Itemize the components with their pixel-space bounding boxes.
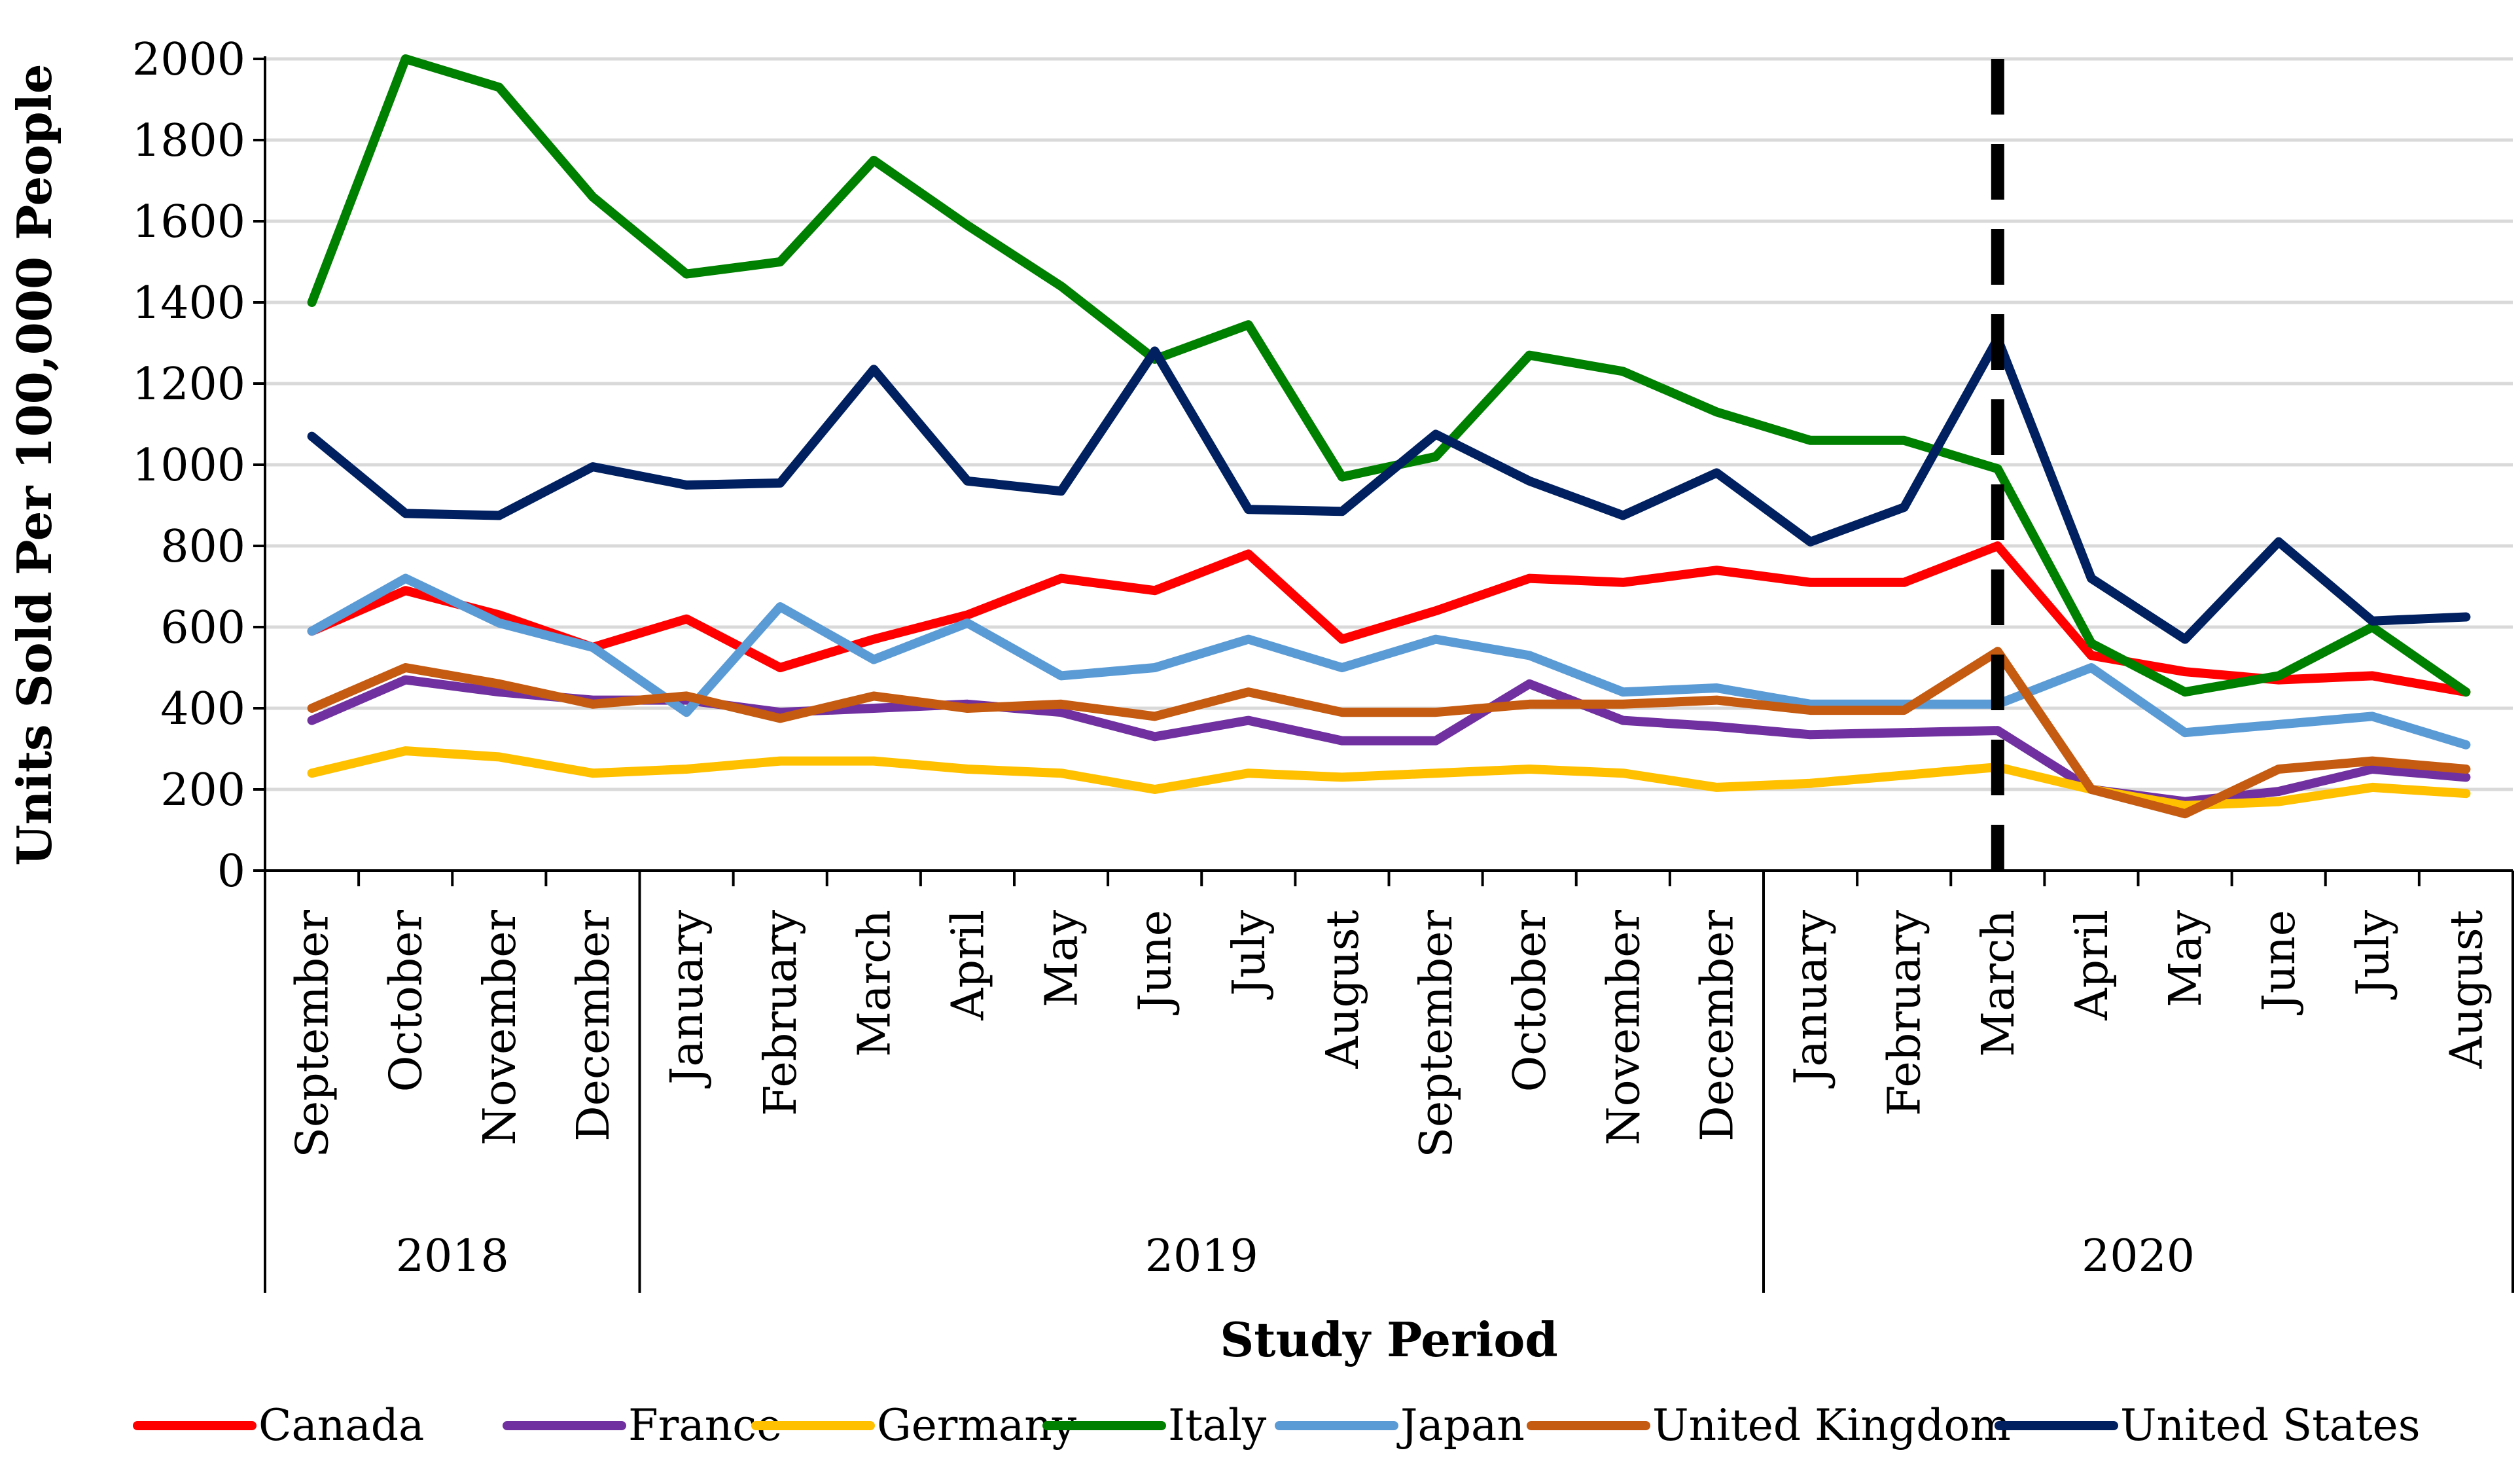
legend-label: United Kingdom [1652, 1400, 2011, 1451]
y-tick-label: 1800 [132, 115, 245, 167]
y-tick-label: 1400 [132, 278, 245, 329]
x-category-label: March [849, 910, 900, 1057]
y-tick-label: 1600 [132, 196, 245, 248]
legend-label: Japan [1396, 1400, 1525, 1451]
y-tick-label: 2000 [132, 34, 245, 86]
y-tick-label: 200 [160, 765, 245, 816]
series-line-italy [307, 54, 2471, 697]
y-axis-title: Units Sold Per 100,000 People [7, 63, 62, 865]
x-category-label: June [2254, 910, 2305, 1015]
year-group-label: 2020 [2082, 1231, 2195, 1282]
x-category-label: July [2347, 909, 2399, 1000]
x-category-label: August [2441, 910, 2493, 1069]
y-tick-label: 1000 [132, 440, 245, 492]
series-line-united-kingdom [307, 647, 2471, 819]
x-category-label: March [1973, 910, 2025, 1057]
y-tick-label: 800 [160, 521, 245, 573]
x-category-label: August [1317, 910, 1369, 1069]
x-axis-title: Study Period [1220, 1312, 1558, 1367]
x-category-label: January [1786, 909, 1837, 1088]
series-line-canada [307, 541, 2471, 697]
year-group-label: 2018 [396, 1231, 509, 1282]
y-axis: 0 200 400 600 800 1000 1200 1400 1600 1800 2000 [132, 34, 266, 897]
x-category-label: September [1411, 910, 1463, 1158]
year-group-label: 2019 [1145, 1231, 1258, 1282]
y-tick-label: 1200 [132, 359, 245, 410]
x-category-label: October [1504, 910, 1556, 1092]
x-category-label: December [1692, 910, 1743, 1142]
legend: Canada France Germany Italy Japan United King… [133, 1400, 2421, 1451]
series-line-united-states [307, 334, 2471, 644]
y-tick-label: 0 [217, 846, 245, 897]
x-axis: September October November December January F… [264, 869, 2514, 1293]
x-category-label: May [1037, 909, 1088, 1007]
x-category-label: January [662, 909, 713, 1088]
x-category-label: April [2067, 910, 2118, 1021]
legend-label: United States [2120, 1400, 2421, 1451]
x-category-label: May [2160, 909, 2212, 1007]
series-line-germany [307, 746, 2471, 810]
x-category-label: November [1598, 910, 1650, 1145]
x-category-label: September [287, 910, 339, 1158]
y-tick-label: 600 [160, 602, 245, 654]
y-tick-label: 400 [160, 683, 245, 735]
x-category-label: July [1224, 909, 1275, 1000]
legend-label: Canada [258, 1400, 424, 1451]
x-category-label: October [381, 910, 433, 1092]
x-category-label: December [568, 910, 620, 1142]
legend-label: Italy [1168, 1400, 1267, 1451]
x-category-label: February [755, 909, 807, 1116]
x-category-label: June [1130, 910, 1182, 1015]
x-category-label: November [474, 910, 526, 1145]
x-category-label: April [942, 910, 994, 1021]
x-category-label: February [1879, 909, 1931, 1116]
gridlines [265, 57, 2513, 791]
series-lines [307, 54, 2471, 819]
